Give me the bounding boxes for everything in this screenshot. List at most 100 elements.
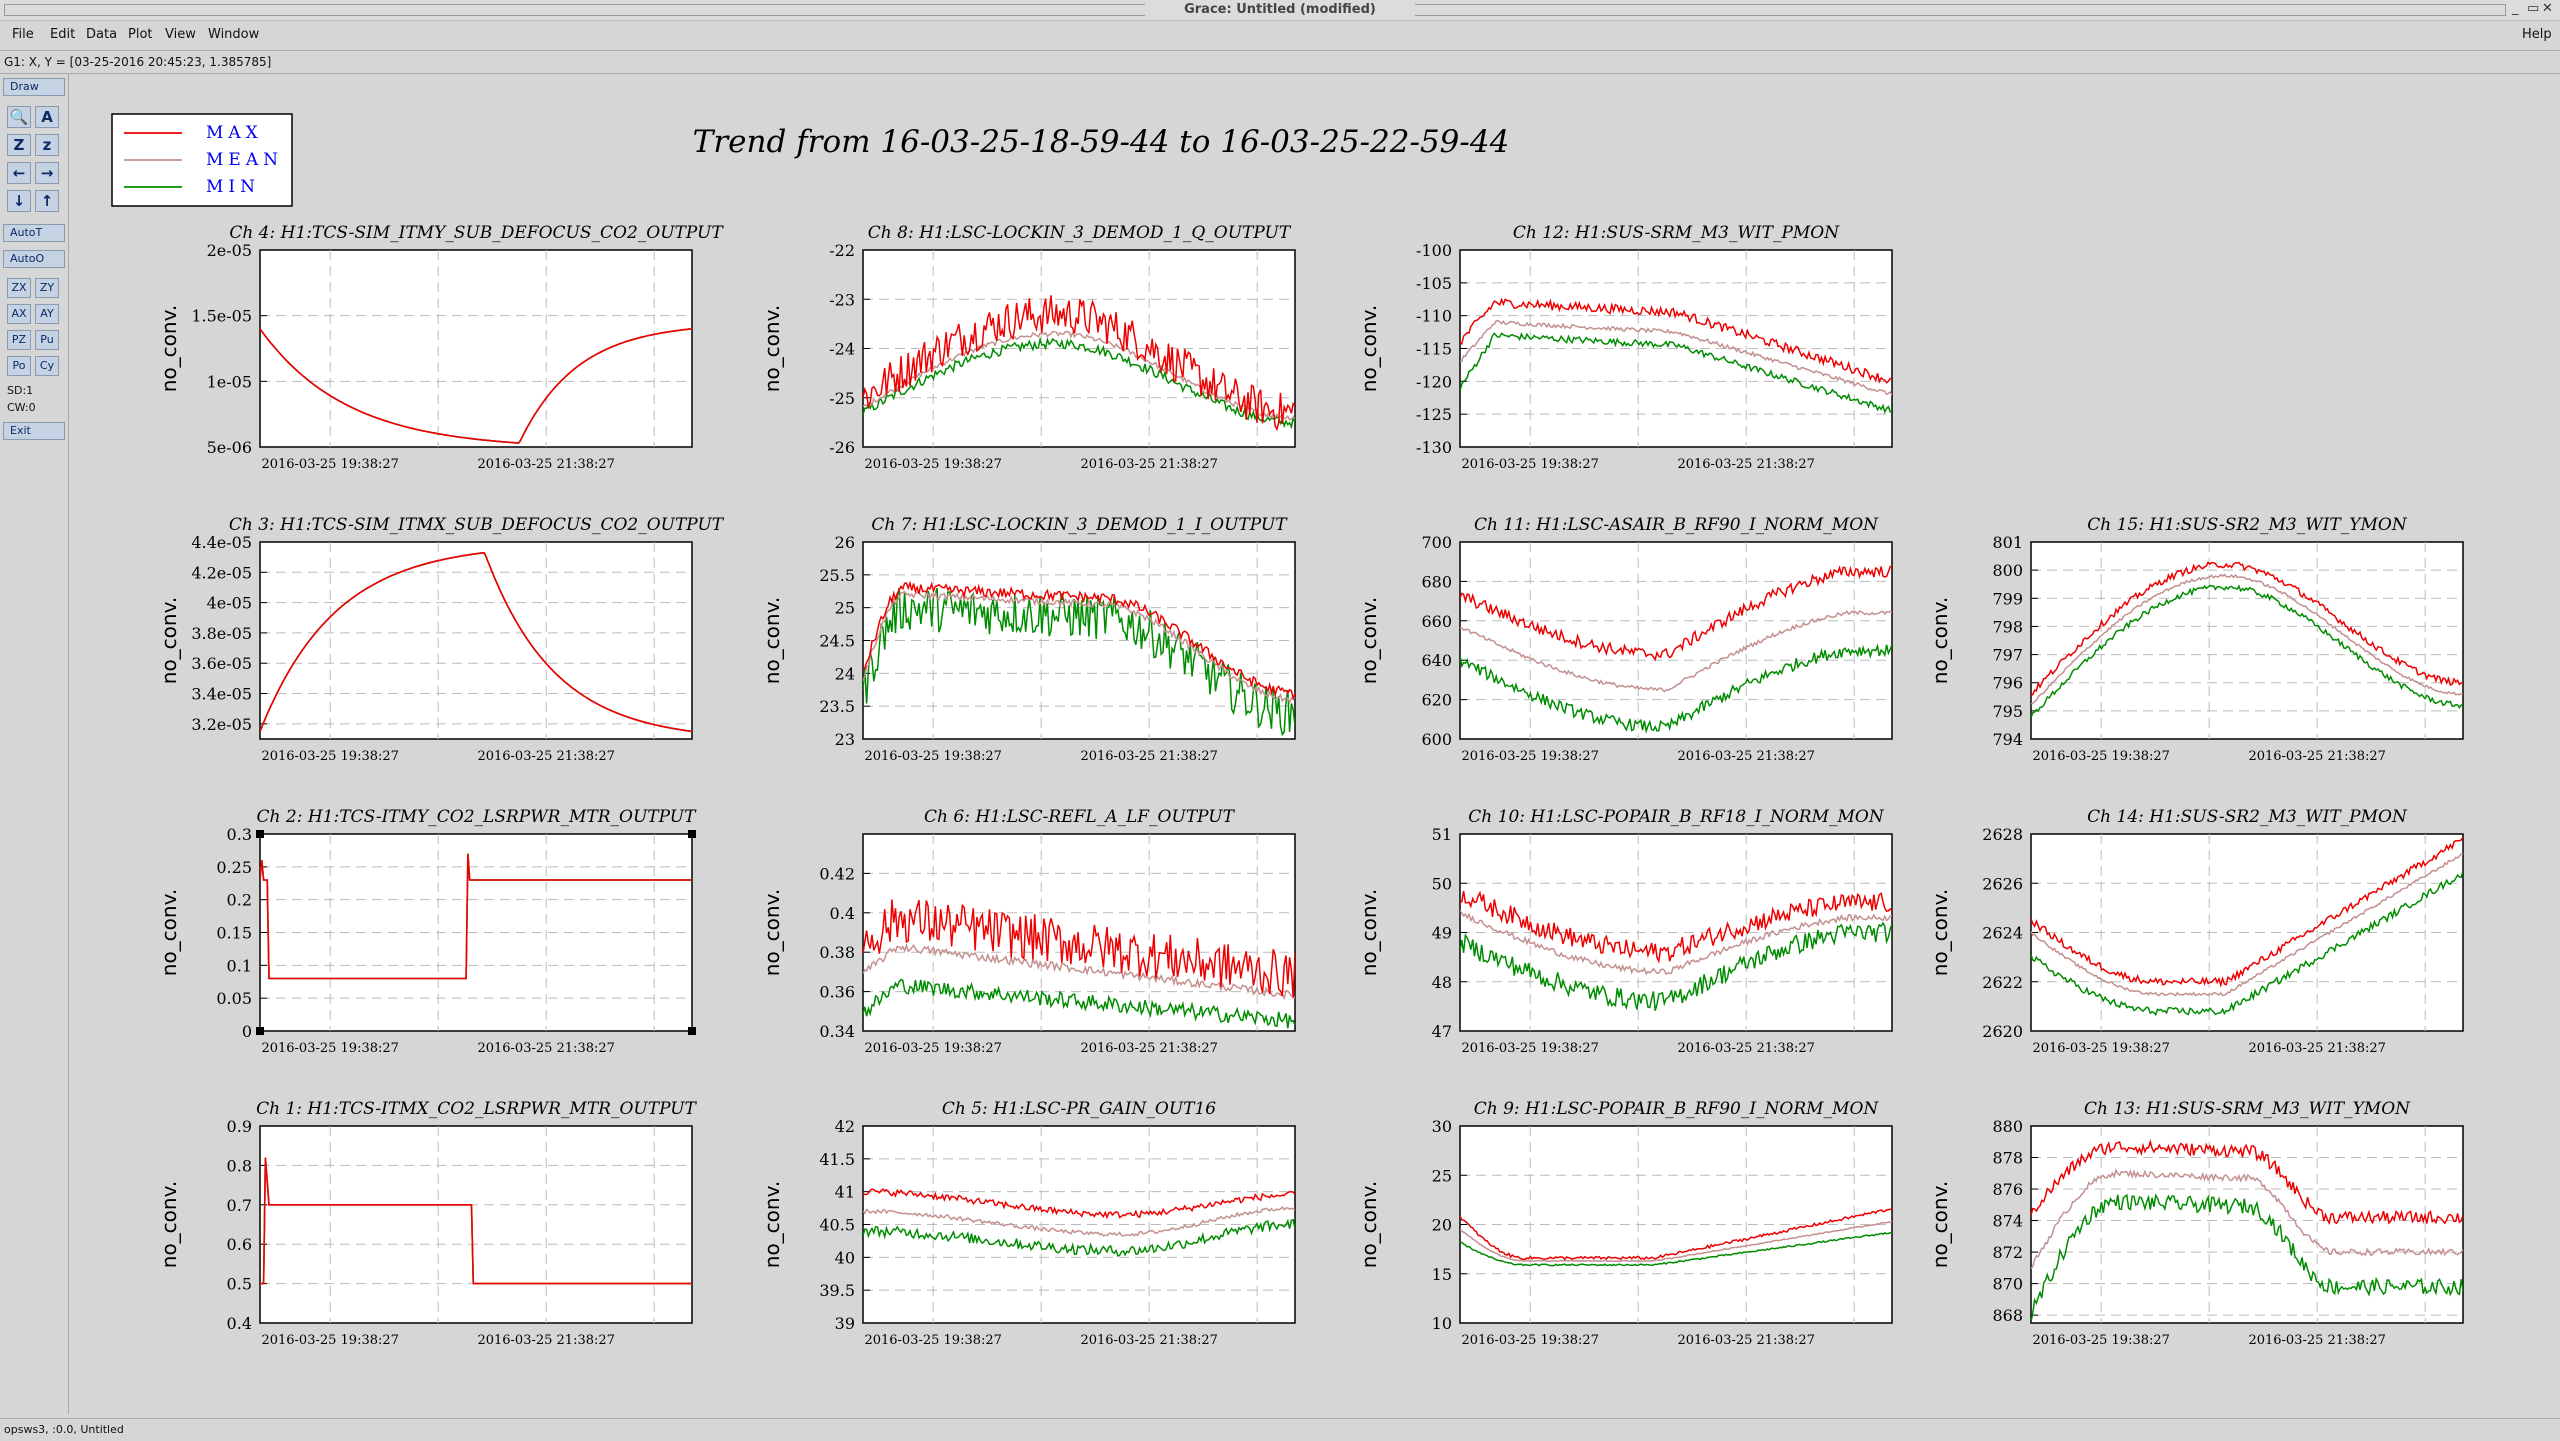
x-tick-label: 2016-03-25 21:38:27: [2248, 1333, 2385, 1348]
arrow-right-icon[interactable]: →: [35, 162, 59, 184]
chart-panel: Ch 3: H1:TCS-SIM_ITMX_SUB_DEFOCUS_CO2_OU…: [157, 515, 725, 764]
x-tick-label: 2016-03-25 21:38:27: [1080, 1041, 1217, 1056]
y-tick-label: 2622: [1982, 973, 2023, 992]
y-axis-label: no_conv.: [760, 1181, 784, 1268]
menu-help[interactable]: Help: [2522, 27, 2552, 42]
y-tick-label: 800: [1992, 561, 2023, 580]
arrow-up-icon[interactable]: ↑: [35, 190, 59, 212]
x-tick-label: 2016-03-25 21:38:27: [1677, 1333, 1814, 1348]
y-tick-label: 0.42: [819, 864, 855, 883]
pu-button[interactable]: Pu: [35, 330, 59, 350]
y-tick-label: 25.5: [819, 566, 855, 585]
ax-button[interactable]: AX: [7, 304, 31, 324]
zoom-z-small-icon[interactable]: z: [35, 134, 59, 156]
series-max: [260, 328, 692, 444]
series-min: [863, 1218, 1295, 1257]
menu-data[interactable]: Data: [86, 27, 118, 42]
chart-title: Ch 5: H1:LSC-PR_GAIN_OUT16: [942, 1099, 1216, 1119]
plot-area: [862, 833, 1296, 1032]
y-tick-label: 5e-06: [207, 438, 252, 457]
y-tick-label: 0.25: [216, 858, 252, 877]
chart-title: Ch 14: H1:SUS-SR2_M3_WIT_PMON: [2087, 807, 2408, 827]
y-tick-label: 0.7: [227, 1196, 252, 1215]
y-tick-label: 0.9: [227, 1117, 252, 1136]
x-tick-label: 2016-03-25 21:38:27: [477, 1333, 614, 1348]
y-tick-label: 0.3: [227, 825, 252, 844]
autot-button[interactable]: AutoT: [3, 224, 65, 242]
arrow-down-icon[interactable]: ↓: [7, 190, 31, 212]
zoom-z-icon[interactable]: Z: [7, 134, 31, 156]
x-tick-label: 2016-03-25 21:38:27: [1080, 1333, 1217, 1348]
series-min: [863, 336, 1295, 430]
menu-file[interactable]: File: [12, 27, 34, 42]
zy-button[interactable]: ZY: [35, 278, 59, 298]
menu-plot[interactable]: Plot: [128, 27, 153, 42]
cy-button[interactable]: Cy: [35, 356, 59, 376]
menu-window[interactable]: Window: [208, 27, 260, 42]
selection-handle: [256, 830, 264, 838]
plot-canvas[interactable]: Trend from 16-03-25-18-59-44 to 16-03-25…: [70, 74, 2560, 1414]
draw-button[interactable]: Draw: [3, 78, 65, 96]
po-button[interactable]: Po: [7, 356, 31, 376]
chart-title: Ch 12: H1:SUS-SRM_M3_WIT_PMON: [1513, 223, 1840, 243]
sd-label: SD:1: [7, 384, 34, 397]
maximize-button[interactable]: ▭: [2527, 1, 2540, 16]
plot-area: [2030, 541, 2464, 740]
status-bar: opsws3, :0.0, Untitled: [0, 1418, 2560, 1441]
menu-bar: File Edit Data Plot View Window Help: [0, 22, 2560, 48]
y-tick-label: 2624: [1982, 924, 2023, 943]
series-mean: [1460, 609, 1892, 693]
chart-panel: Ch 13: H1:SUS-SRM_M3_WIT_YMON 880 878 876 87…: [1928, 1099, 2464, 1348]
y-axis-label: no_conv.: [157, 305, 181, 392]
pz-button[interactable]: PZ: [7, 330, 31, 350]
y-tick-label: 0.34: [819, 1022, 855, 1041]
y-axis-label: no_conv.: [760, 305, 784, 392]
y-tick-label: 795: [1992, 702, 2023, 721]
y-tick-label: 640: [1421, 651, 1452, 670]
exit-button[interactable]: Exit: [3, 422, 65, 440]
y-tick-label: 48: [1432, 973, 1452, 992]
y-tick-label: 0.1: [227, 956, 252, 975]
y-tick-label: 20: [1432, 1216, 1452, 1235]
x-tick-label: 2016-03-25 21:38:27: [477, 457, 614, 472]
arrow-left-icon[interactable]: ←: [7, 162, 31, 184]
y-tick-label: 26: [835, 533, 855, 552]
chart-title: Ch 6: H1:LSC-REFL_A_LF_OUTPUT: [924, 807, 1236, 827]
y-tick-label: 4.4e-05: [191, 533, 252, 552]
y-tick-label: 15: [1432, 1265, 1452, 1284]
x-tick-label: 2016-03-25 21:38:27: [2248, 1041, 2385, 1056]
y-tick-label: 50: [1432, 874, 1452, 893]
legend: MAX MEAN MIN: [111, 113, 293, 207]
x-tick-label: 2016-03-25 19:38:27: [261, 749, 398, 764]
chart-title: Ch 15: H1:SUS-SR2_M3_WIT_YMON: [2087, 515, 2408, 535]
y-tick-label: -125: [1416, 405, 1452, 424]
zx-button[interactable]: ZX: [7, 278, 31, 298]
y-axis-label: no_conv.: [1357, 597, 1381, 684]
selection-handle: [688, 1027, 696, 1035]
y-tick-label: 40.5: [819, 1216, 855, 1235]
series-min: [2031, 870, 2463, 1017]
autoo-button[interactable]: AutoO: [3, 250, 65, 268]
plot-area: [259, 1125, 693, 1324]
series-min: [1460, 1231, 1892, 1267]
y-tick-label: 30: [1432, 1117, 1452, 1136]
x-tick-label: 2016-03-25 19:38:27: [1461, 457, 1598, 472]
menu-view[interactable]: View: [165, 27, 196, 42]
zoom-icon[interactable]: 🔍: [7, 106, 31, 128]
minimize-button[interactable]: _: [2512, 1, 2519, 16]
x-tick-label: 2016-03-25 19:38:27: [261, 1333, 398, 1348]
series-max: [1460, 297, 1892, 384]
y-tick-label: 0.4: [227, 1314, 252, 1333]
y-tick-label: -23: [829, 290, 855, 309]
y-tick-label: 1.5e-05: [191, 307, 252, 326]
y-tick-label: 3.2e-05: [191, 715, 252, 734]
close-button[interactable]: ✕: [2542, 1, 2553, 16]
series-max: [260, 853, 692, 980]
y-tick-label: 0.2: [227, 891, 252, 910]
ay-button[interactable]: AY: [35, 304, 59, 324]
menu-edit[interactable]: Edit: [50, 27, 76, 42]
y-tick-label: -105: [1416, 274, 1452, 293]
series-min: [2031, 584, 2463, 718]
autoscale-text-icon[interactable]: A: [35, 106, 59, 128]
series-max: [1460, 890, 1892, 964]
